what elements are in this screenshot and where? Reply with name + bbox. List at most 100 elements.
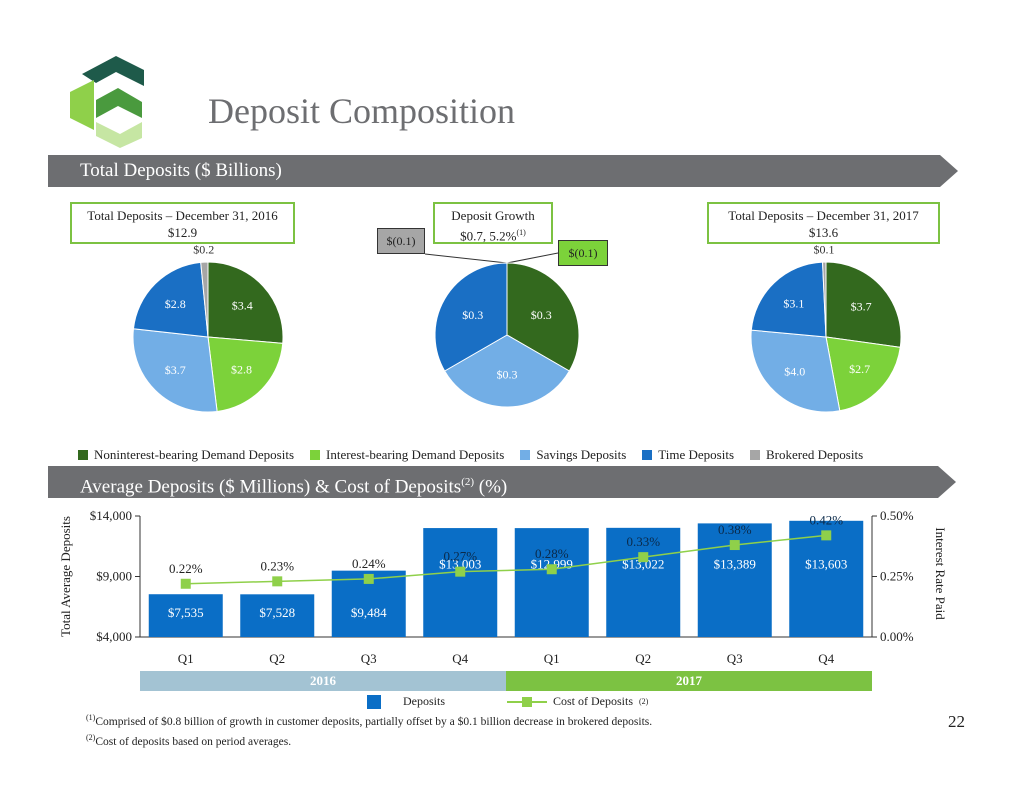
x-tick-label: Q3 [727, 651, 743, 666]
legend-label: Interest-bearing Demand Deposits [326, 447, 505, 462]
average-deposits-banner: Average Deposits ($ Millions) & Cost of … [48, 466, 956, 498]
pie-slice-label: $3.7 [165, 363, 186, 377]
cost-marker [272, 576, 283, 587]
pointer-interest [506, 252, 559, 264]
pie-legend: Noninterest-bearing Demand Deposits Inter… [78, 447, 938, 463]
cost-marker [821, 530, 832, 541]
pie-slice [825, 336, 901, 412]
pie-slice [200, 261, 209, 338]
legend-swatch [642, 450, 653, 460]
callout-dec-2016-value: $12.9 [167, 225, 198, 240]
callout-growth-footnote-ref: (1) [516, 228, 526, 237]
y-tick-label: $9,000 [96, 569, 132, 584]
cost-label: 0.42% [809, 512, 843, 527]
callout-dec-2017-label: Total Deposits – December 31, 2017 [728, 208, 919, 223]
legend-deposits-swatch [367, 694, 381, 709]
legend-label: Brokered Deposits [766, 447, 864, 462]
callout-growth-label: Deposit Growth [451, 208, 535, 223]
deposit-bar-label: $13,003 [439, 556, 481, 571]
pie-slice-label: $4.0 [784, 364, 805, 378]
cost-marker [180, 578, 191, 589]
pie-slice [825, 261, 902, 348]
y-tick-label: $14,000 [90, 508, 132, 523]
page-title: Deposit Composition [208, 91, 516, 131]
legend-label: Time Deposits [658, 447, 735, 462]
y2-axis-title: Interest Rate Paid [933, 527, 948, 620]
deposit-bar [240, 594, 315, 637]
pie-slice [822, 261, 827, 338]
deposit-bar-label: $7,535 [168, 605, 204, 620]
deposit-bar-label: $13,389 [714, 556, 756, 571]
cost-marker [638, 552, 649, 563]
pie-slice [434, 262, 508, 372]
pie-slice-label: $0.1 [814, 242, 835, 256]
cost-label: 0.27% [443, 549, 477, 564]
pie-slice-label: $3.1 [783, 296, 804, 310]
x-tick-label: Q1 [178, 651, 194, 666]
pie-slice [443, 334, 571, 408]
legend-swatch [750, 450, 761, 460]
pie-0: $3.4 $2.8 $3.7 $2.8 $0.2 [132, 242, 284, 413]
callout-dec-2016-label: Total Deposits – December 31, 2016 [87, 208, 278, 223]
cost-marker [455, 566, 466, 577]
deposit-bar [148, 594, 223, 637]
deposits-bar-chart: $4,000 $9,000 $14,000 0.00% 0.25% 0.50% Total … [58, 508, 948, 666]
deposit-bar [423, 528, 498, 637]
x-tick-label: Q2 [635, 651, 651, 666]
cost-label: 0.38% [718, 522, 752, 537]
pie-slice [750, 261, 827, 338]
cost-marker [546, 564, 557, 575]
company-logo [70, 56, 144, 148]
pie-2: $3.7 $2.7 $4.0 $3.1 $0.1 [750, 242, 902, 413]
pie-slice-label: $2.8 [165, 297, 186, 311]
legend-cost-footnote-ref: (2) [639, 697, 649, 706]
callout-growth-value: $0.7, 5.2% [460, 228, 517, 244]
year-2017-bar: 2017 [506, 671, 872, 691]
deposit-bar-label: $7,528 [259, 605, 295, 620]
pie-slice-label: $2.8 [231, 362, 252, 376]
y2-tick-label: 0.00% [880, 629, 914, 644]
legend-item: Noninterest-bearing Demand Deposits [78, 447, 294, 463]
total-deposits-banner: Total Deposits ($ Billions) [48, 155, 958, 187]
y2-tick-label: 0.50% [880, 508, 914, 523]
legend-item: Brokered Deposits [750, 447, 863, 463]
average-deposits-banner-tail: (%) [474, 476, 508, 498]
average-deposits-banner-footnote-ref: (2) [461, 476, 475, 488]
year-2016-bar: 2016 [140, 671, 506, 691]
pie-slice [750, 329, 841, 413]
deposit-bar [514, 528, 589, 637]
cost-label: 0.22% [169, 561, 203, 576]
cost-line [185, 534, 827, 585]
pie-slice-label: $3.7 [851, 300, 872, 314]
legend-cost: Cost of Deposits (2) [507, 694, 648, 709]
legend-item: Time Deposits [642, 447, 734, 463]
legend-label: Noninterest-bearing Demand Deposits [94, 447, 295, 462]
pie-slice-label: $0.2 [193, 242, 214, 256]
pie-1: $0.3 $0.3 $0.3 [434, 262, 580, 408]
x-tick-label: Q4 [452, 651, 468, 666]
cost-label: 0.33% [626, 534, 660, 549]
legend-item: Interest-bearing Demand Deposits [310, 447, 504, 463]
footnote-1: (1)Comprised of $0.8 billion of growth i… [86, 713, 652, 728]
pie-charts: $3.4 $2.8 $3.7 $2.8 $0.2 $0.3 $0.3 $0.3 $3.7 $2.7… [132, 242, 902, 413]
pie-slice-label: $0.3 [462, 308, 483, 322]
cost-label: 0.24% [352, 556, 386, 571]
legend-deposits: Deposits [367, 694, 445, 709]
pie-slice [207, 261, 284, 344]
legend-swatch [78, 450, 88, 460]
legend-swatch [520, 450, 531, 460]
negative-interest-box: $(0.1) [558, 240, 608, 266]
footnote-2-text: Cost of deposits based on period average… [95, 735, 292, 748]
year-2017-label: 2017 [676, 673, 702, 688]
y2-tick-label: 0.25% [880, 569, 914, 584]
deposit-bar-label: $13,022 [622, 556, 664, 571]
year-2016-label: 2016 [310, 673, 336, 688]
cost-label: 0.23% [260, 558, 294, 573]
page-number: 22 [948, 712, 965, 731]
pie-slice [506, 262, 580, 372]
pie-slice [132, 328, 218, 413]
callout-dec-2017: Total Deposits – December 31, 2017 $13.6 [707, 202, 940, 244]
deposit-bar [606, 527, 681, 637]
legend-cost-label: Cost of Deposits [553, 694, 634, 708]
legend-label: Savings Deposits [536, 447, 627, 462]
